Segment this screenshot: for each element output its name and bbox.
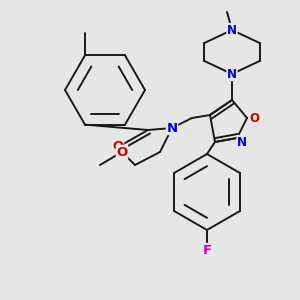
Text: N: N: [227, 23, 237, 37]
Text: O: O: [112, 140, 124, 154]
Text: N: N: [167, 122, 178, 134]
Text: N: N: [227, 68, 237, 80]
Text: N: N: [237, 136, 247, 148]
Text: O: O: [116, 146, 128, 158]
Text: O: O: [249, 112, 259, 124]
Text: F: F: [202, 244, 211, 256]
